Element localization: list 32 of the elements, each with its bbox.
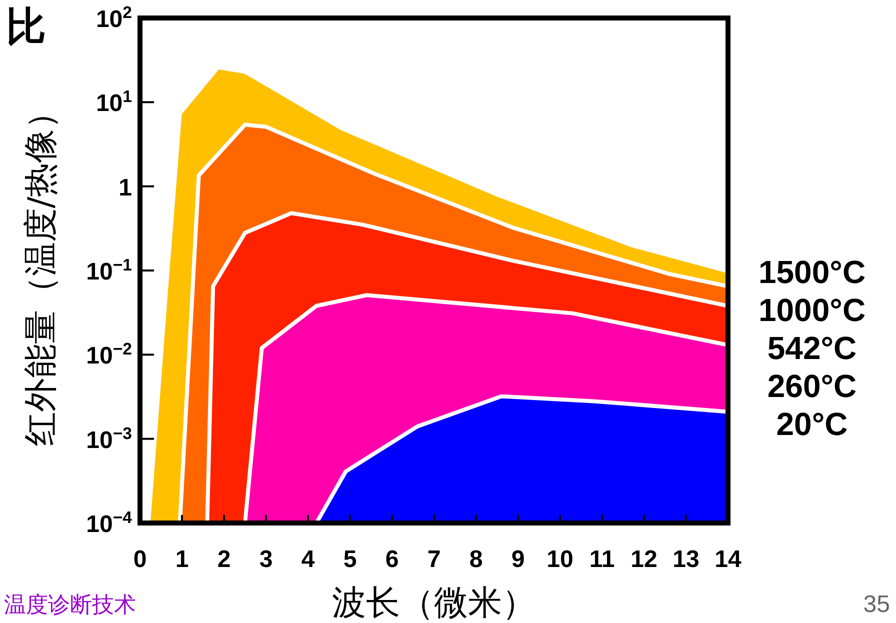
x-tick-label: 11 [589, 546, 615, 573]
x-tick-label: 3 [259, 546, 273, 573]
series-label: 542°C [767, 330, 857, 366]
x-tick-label: 12 [630, 546, 658, 573]
y-tick-label: 10$^{−2}$ [86, 339, 132, 370]
y-tick-label: 10$^{−4}$ [86, 508, 133, 538]
series-label: 1500°C [758, 254, 866, 290]
series-label: 20°C [776, 406, 848, 442]
x-tick-label: 8 [469, 546, 483, 573]
series-label: 1000°C [758, 292, 866, 328]
x-tick-label: 6 [385, 546, 399, 573]
y-tick-label: 10$^{−3}$ [86, 423, 132, 454]
y-tick-label: 10$^{1}$ [96, 86, 132, 118]
y-tick-label: 10$^{2}$ [96, 2, 132, 33]
x-tick-label: 2 [217, 546, 231, 573]
y-tick-label: 1 [118, 174, 132, 202]
y-axis-title: 红外能量（温度/热像） [21, 94, 61, 446]
x-tick-label: 0 [133, 546, 147, 573]
x-tick-label: 9 [511, 546, 525, 573]
text: 35 [863, 591, 890, 618]
x-tick-label: 1 [175, 546, 189, 573]
x-tick-label: 10 [546, 546, 574, 573]
series-label: 260°C [767, 368, 857, 404]
y-tick-label: 10$^{−1}$ [86, 255, 132, 286]
x-tick-label: 5 [343, 546, 357, 573]
x-tick-label: 7 [427, 546, 441, 573]
x-tick-label: 14 [714, 546, 742, 573]
text: 温度诊断技术 [4, 592, 136, 617]
chart-title: 比 [6, 5, 46, 49]
x-axis-title: 波长（微米） [332, 583, 536, 623]
x-tick-label: 4 [301, 546, 316, 573]
x-tick-label: 13 [672, 546, 700, 573]
